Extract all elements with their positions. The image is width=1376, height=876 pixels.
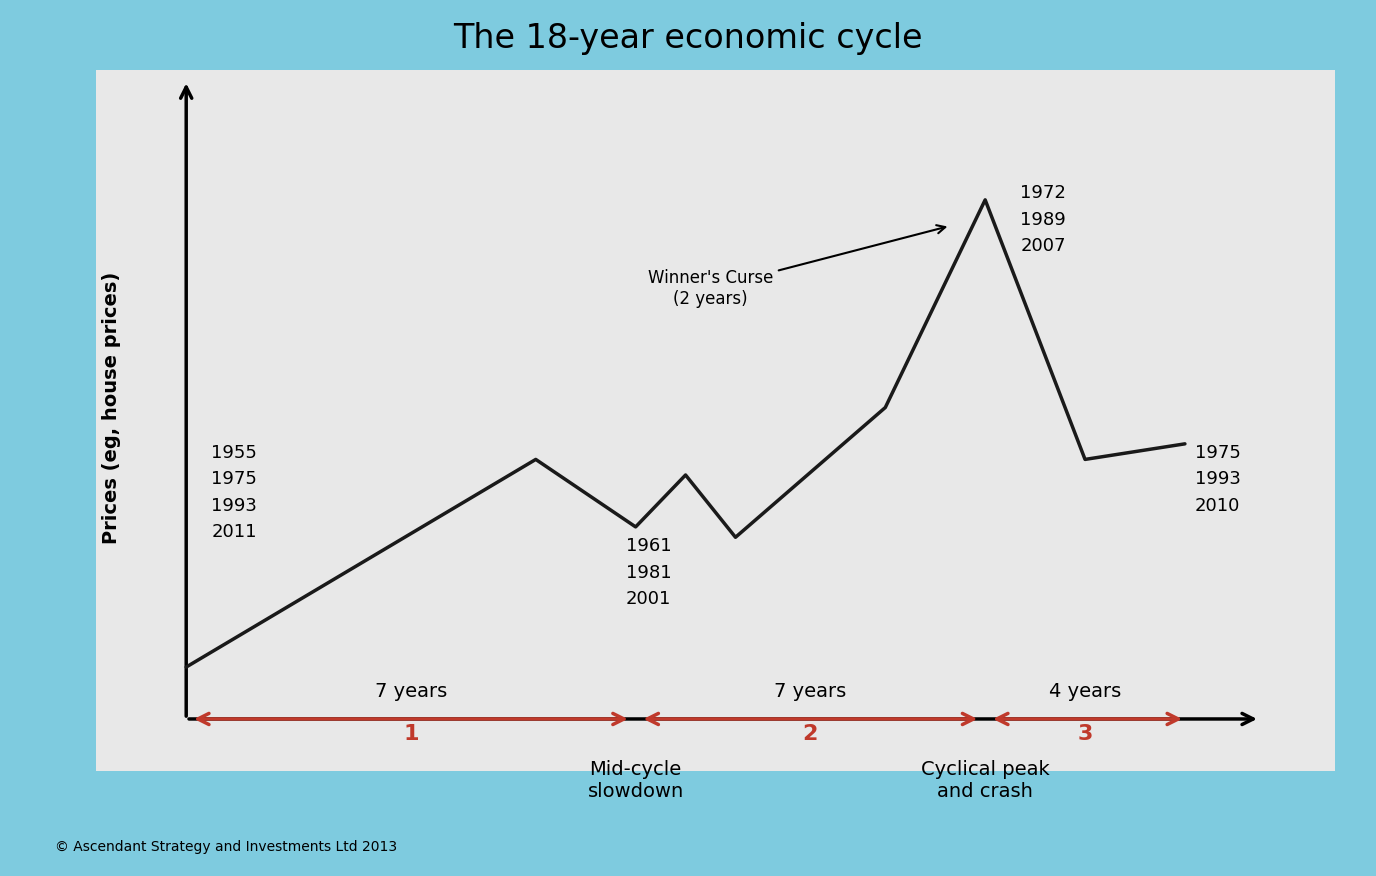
Text: Prices (eg, house prices): Prices (eg, house prices)	[102, 272, 121, 544]
Text: 1: 1	[403, 724, 418, 744]
Text: 4 years: 4 years	[1049, 682, 1121, 701]
Text: 3: 3	[1077, 724, 1093, 744]
Text: The 18-year economic cycle: The 18-year economic cycle	[453, 22, 923, 55]
Text: 1972
1989
2007: 1972 1989 2007	[1020, 184, 1066, 255]
Text: Cyclical peak
and crash: Cyclical peak and crash	[921, 760, 1050, 802]
Text: 1975
1993
2010: 1975 1993 2010	[1194, 444, 1241, 514]
Text: © Ascendant Strategy and Investments Ltd 2013: © Ascendant Strategy and Investments Ltd…	[55, 840, 398, 854]
Text: 7 years: 7 years	[775, 682, 846, 701]
Text: 7 years: 7 years	[374, 682, 447, 701]
Text: 2: 2	[802, 724, 819, 744]
Text: 1961
1981
2001: 1961 1981 2001	[626, 537, 671, 608]
Text: Winner's Curse
(2 years): Winner's Curse (2 years)	[648, 225, 945, 307]
Text: 1955
1975
1993
2011: 1955 1975 1993 2011	[211, 444, 257, 541]
Text: Mid-cycle
slowdown: Mid-cycle slowdown	[588, 760, 684, 802]
